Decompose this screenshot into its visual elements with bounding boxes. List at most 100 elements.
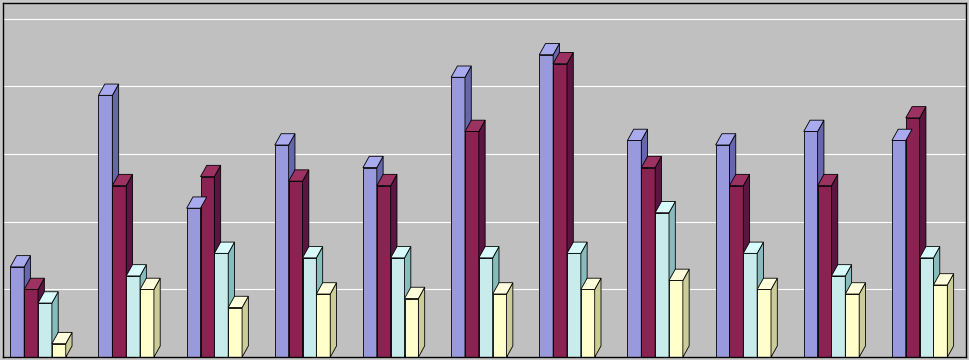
- Polygon shape: [187, 197, 206, 208]
- Polygon shape: [377, 174, 397, 186]
- Polygon shape: [99, 84, 118, 95]
- Polygon shape: [743, 174, 750, 357]
- Polygon shape: [229, 307, 242, 357]
- Polygon shape: [641, 129, 647, 357]
- Polygon shape: [540, 55, 553, 357]
- Polygon shape: [465, 120, 485, 131]
- Polygon shape: [214, 165, 221, 357]
- Polygon shape: [275, 145, 289, 357]
- Polygon shape: [743, 253, 757, 357]
- Polygon shape: [11, 267, 24, 357]
- Polygon shape: [845, 294, 860, 357]
- Polygon shape: [289, 134, 295, 357]
- Polygon shape: [201, 177, 214, 357]
- Polygon shape: [715, 134, 735, 145]
- Polygon shape: [553, 64, 567, 357]
- Polygon shape: [771, 278, 777, 357]
- Polygon shape: [141, 278, 160, 289]
- Polygon shape: [141, 265, 146, 357]
- Polygon shape: [595, 278, 601, 357]
- Polygon shape: [628, 140, 641, 357]
- Polygon shape: [730, 186, 743, 357]
- Polygon shape: [419, 287, 424, 357]
- Polygon shape: [757, 242, 764, 357]
- Polygon shape: [316, 283, 336, 294]
- Polygon shape: [452, 77, 465, 357]
- Polygon shape: [655, 213, 669, 357]
- Polygon shape: [683, 269, 689, 357]
- Polygon shape: [757, 278, 777, 289]
- Polygon shape: [818, 186, 831, 357]
- Polygon shape: [906, 107, 926, 118]
- Polygon shape: [465, 66, 471, 357]
- Polygon shape: [553, 53, 574, 64]
- Polygon shape: [201, 197, 206, 357]
- Polygon shape: [11, 256, 30, 267]
- Polygon shape: [363, 156, 383, 168]
- Polygon shape: [803, 131, 818, 357]
- Polygon shape: [906, 129, 912, 357]
- Polygon shape: [906, 118, 920, 357]
- Polygon shape: [580, 242, 587, 357]
- Polygon shape: [948, 274, 953, 357]
- Polygon shape: [229, 242, 234, 357]
- Polygon shape: [891, 129, 912, 140]
- Polygon shape: [641, 156, 662, 168]
- Polygon shape: [229, 296, 248, 307]
- Polygon shape: [831, 276, 845, 357]
- Polygon shape: [201, 165, 221, 177]
- Polygon shape: [52, 292, 58, 357]
- Polygon shape: [507, 283, 513, 357]
- Polygon shape: [845, 265, 852, 357]
- Polygon shape: [289, 170, 309, 181]
- Polygon shape: [302, 247, 323, 258]
- Polygon shape: [99, 95, 112, 357]
- Polygon shape: [831, 174, 838, 357]
- Polygon shape: [302, 170, 309, 357]
- Polygon shape: [641, 168, 655, 357]
- Polygon shape: [465, 131, 479, 357]
- Polygon shape: [126, 265, 146, 276]
- Polygon shape: [492, 247, 499, 357]
- Polygon shape: [730, 134, 735, 357]
- Polygon shape: [730, 174, 750, 186]
- Polygon shape: [141, 289, 154, 357]
- Polygon shape: [492, 283, 513, 294]
- Polygon shape: [112, 174, 133, 186]
- Polygon shape: [845, 283, 865, 294]
- Polygon shape: [567, 253, 580, 357]
- Polygon shape: [628, 129, 647, 140]
- Polygon shape: [920, 258, 933, 357]
- Polygon shape: [404, 298, 419, 357]
- Polygon shape: [567, 242, 587, 253]
- Polygon shape: [24, 278, 45, 289]
- Polygon shape: [377, 156, 383, 357]
- Polygon shape: [52, 344, 66, 357]
- Polygon shape: [655, 156, 662, 357]
- Polygon shape: [38, 292, 58, 303]
- Polygon shape: [404, 287, 424, 298]
- Polygon shape: [187, 208, 201, 357]
- Polygon shape: [112, 84, 118, 357]
- Polygon shape: [933, 285, 948, 357]
- Polygon shape: [553, 44, 559, 357]
- Polygon shape: [377, 186, 391, 357]
- Polygon shape: [316, 247, 323, 357]
- Polygon shape: [920, 107, 926, 357]
- Polygon shape: [803, 120, 824, 131]
- Polygon shape: [391, 174, 397, 357]
- Polygon shape: [479, 247, 499, 258]
- Polygon shape: [330, 283, 336, 357]
- Polygon shape: [391, 258, 404, 357]
- Polygon shape: [38, 278, 45, 357]
- Polygon shape: [52, 332, 72, 344]
- Polygon shape: [567, 53, 574, 357]
- Polygon shape: [479, 120, 485, 357]
- Polygon shape: [860, 283, 865, 357]
- Polygon shape: [715, 145, 730, 357]
- Polygon shape: [933, 274, 953, 285]
- Polygon shape: [452, 66, 471, 77]
- Polygon shape: [316, 294, 330, 357]
- Polygon shape: [540, 44, 559, 55]
- Polygon shape: [302, 258, 316, 357]
